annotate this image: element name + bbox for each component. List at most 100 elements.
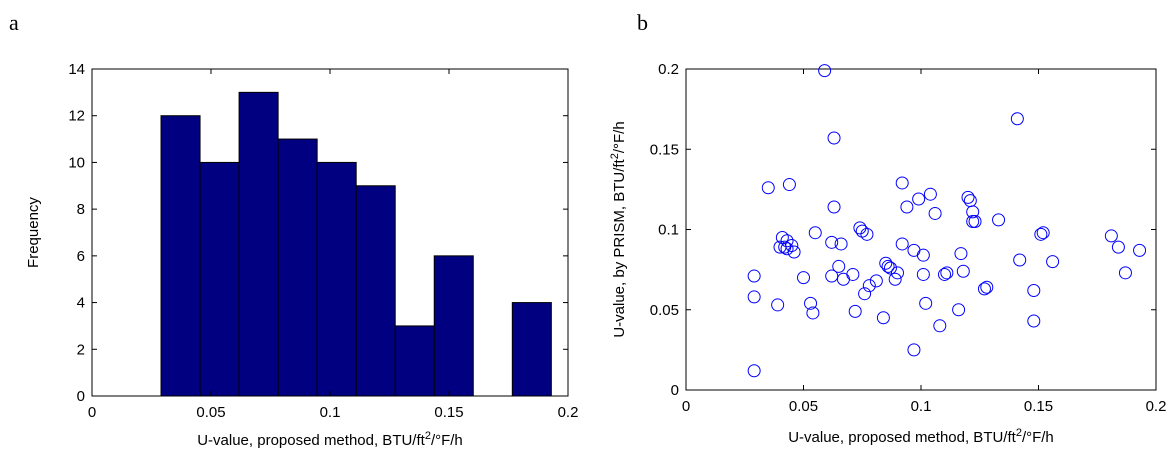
x-axis-label-sup: 2 <box>1016 427 1022 439</box>
y-axis-label-main: U-value, by PRISM, BTU/ft <box>611 158 628 337</box>
scatter-point <box>782 178 796 192</box>
x-axis-label-tail: /°F/h <box>1022 429 1054 446</box>
scatter-point <box>938 267 951 281</box>
scatter-point <box>966 205 980 219</box>
scatter-point <box>919 296 933 310</box>
y-tick-label: 0.1 <box>658 222 679 239</box>
y-tick-label: 2 <box>77 341 85 358</box>
scatter-point <box>869 274 883 288</box>
scatter-point <box>1010 112 1024 126</box>
scatter-point <box>963 194 977 208</box>
scatter-point <box>1027 283 1041 297</box>
y-axis-label: U-value, by PRISM, BTU/ft2/°F/h <box>609 121 628 337</box>
scatter-point <box>836 272 850 286</box>
histogram-bar <box>277 138 318 397</box>
histogram-bar <box>355 185 396 397</box>
scatter-point <box>933 319 947 333</box>
y-axis-label-tail: /°F/h <box>611 121 628 153</box>
scatter-point <box>1111 240 1125 254</box>
scatter-point <box>1133 243 1147 257</box>
scatter-point <box>808 226 822 240</box>
histogram-bar <box>160 115 201 397</box>
x-axis-label-tail: /°F/h <box>431 432 463 449</box>
scatter-point <box>855 224 869 238</box>
y-tick-label: 4 <box>77 295 85 312</box>
scatter-point <box>797 271 810 285</box>
scatter-point <box>832 259 846 273</box>
scatter-point <box>827 200 841 214</box>
scatter-point <box>888 272 902 286</box>
scatter-point <box>956 264 970 278</box>
scatter-point <box>923 187 937 201</box>
scatter-point <box>806 306 820 320</box>
x-tick-label: 0.1 <box>320 404 341 421</box>
scatter-point <box>876 311 890 325</box>
scatter-point <box>916 248 930 262</box>
scatter-point <box>747 269 761 283</box>
scatter-point <box>773 240 787 254</box>
scatter-point <box>879 256 893 270</box>
scatter-point <box>895 176 909 190</box>
scatter-chart: 0 0.05 0.1 0.15 0.2 0 0.05 0.1 0.15 0.2 U-value, p… <box>609 61 1166 446</box>
x-tick-label: 0.15 <box>434 404 463 421</box>
scatter-point <box>992 213 1006 227</box>
scatter-point <box>900 200 914 214</box>
scatter-point <box>891 266 904 280</box>
scatter-point <box>862 279 876 293</box>
scatter-point <box>883 261 897 275</box>
y-tick-label: 10 <box>68 154 85 171</box>
scatter-point <box>977 282 991 296</box>
scatter-point <box>825 269 839 283</box>
scatter-point <box>853 221 867 235</box>
y-tick-label: 0.15 <box>650 141 679 158</box>
scatter-point <box>848 304 862 318</box>
scatter-point <box>881 259 895 273</box>
histogram-bar <box>511 302 552 397</box>
scatter-point <box>827 131 841 145</box>
histogram-chart: 0 0.05 0.1 0.15 0.2 0 2 4 6 8 10 12 14 U-value, propo… <box>25 61 579 449</box>
scatter-point <box>940 266 954 280</box>
x-tick-label: 0.05 <box>196 404 225 421</box>
scatter-point <box>1034 227 1048 241</box>
x-axis-label: U-value, proposed method, BTU/ft2/°F/h <box>788 427 1054 446</box>
scatter-point <box>968 214 982 228</box>
scatter-point <box>1036 226 1050 240</box>
scatter-point <box>928 206 942 220</box>
scatter-point <box>952 303 966 317</box>
x-axis-label-main: U-value, proposed method, BTU/ft <box>197 432 425 449</box>
scatter-point <box>961 190 975 204</box>
scatter-point <box>780 234 794 248</box>
x-axis-label-main: U-value, proposed method, BTU/ft <box>788 429 1016 446</box>
panel-b-letter: b <box>637 10 648 35</box>
scatter-point <box>846 267 860 281</box>
histogram-bar <box>199 161 240 397</box>
scatter-point <box>771 298 785 312</box>
y-tick-label: 0.05 <box>650 302 679 319</box>
x-tick-label: 0 <box>682 398 690 415</box>
scatter-point <box>775 231 789 245</box>
x-tick-label: 0 <box>88 404 96 421</box>
scatter-point <box>1027 314 1041 328</box>
y-tick-label: 0.2 <box>658 61 679 78</box>
scatter-point <box>1104 229 1118 243</box>
scatter-point <box>912 192 926 206</box>
scatter-point <box>954 247 968 261</box>
y-tick-label: 0 <box>77 388 85 405</box>
histogram-bar <box>238 91 279 397</box>
y-tick-label: 14 <box>68 61 85 78</box>
x-axis-label-sup: 2 <box>425 430 431 442</box>
axes-box <box>685 68 1157 391</box>
x-tick-label: 0.2 <box>558 404 579 421</box>
scatter-point <box>747 364 761 378</box>
y-tick-label: 0 <box>671 382 679 399</box>
scatter-point <box>787 245 801 259</box>
scatter-point <box>761 181 775 195</box>
y-tick-label: 8 <box>77 201 85 218</box>
scatter-point <box>1118 266 1132 280</box>
scatter-point <box>907 343 921 357</box>
scatter-point <box>780 242 794 256</box>
histogram-bar <box>316 161 357 397</box>
scatter-point <box>1046 255 1060 269</box>
scatter-point <box>858 287 872 301</box>
scatter-point <box>895 237 909 251</box>
